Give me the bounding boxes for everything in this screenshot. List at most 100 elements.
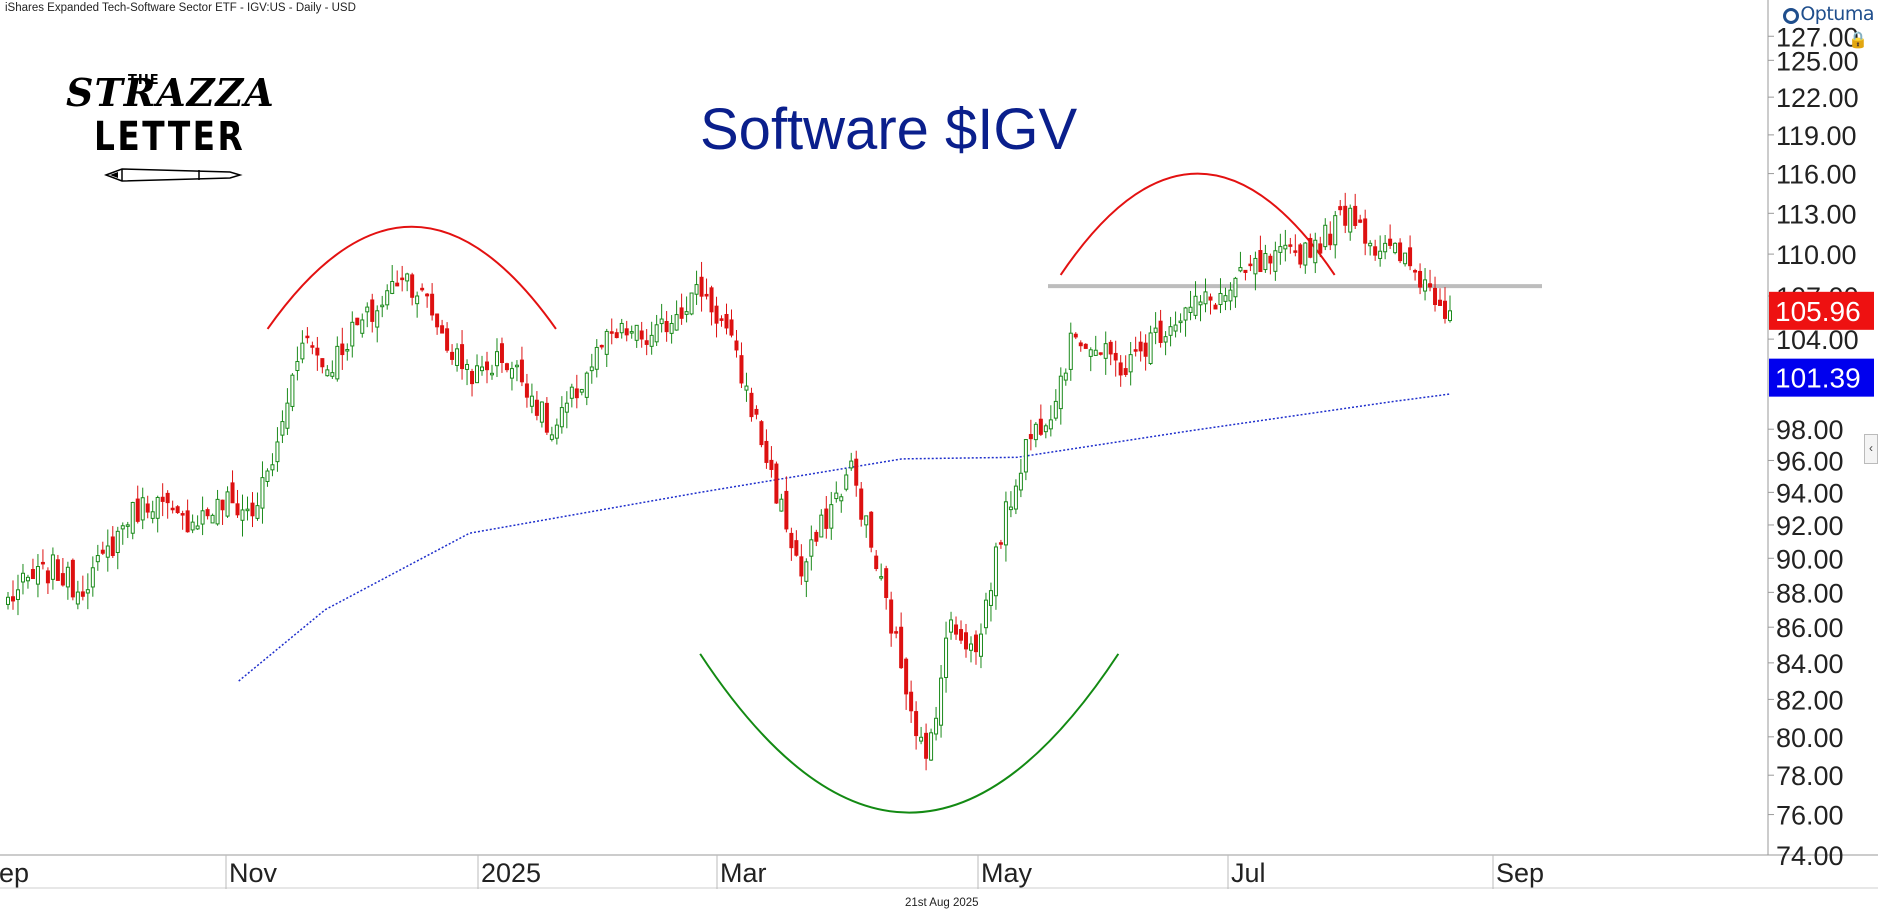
- candle: [1363, 209, 1368, 256]
- candle-body: [375, 310, 380, 328]
- candle: [844, 468, 849, 492]
- chevron-left-icon[interactable]: ‹: [1864, 434, 1878, 464]
- candle: [534, 391, 539, 421]
- candle: [115, 526, 120, 570]
- candle: [330, 360, 335, 379]
- y-tick-label: 127.00: [1776, 22, 1859, 52]
- candle: [40, 549, 45, 570]
- x-tick-label: Nov: [229, 858, 278, 888]
- candle-body: [859, 488, 864, 520]
- candle: [959, 620, 964, 644]
- candle-body: [130, 501, 135, 534]
- x-tick-label: May: [981, 858, 1033, 888]
- candle-body: [1233, 277, 1238, 298]
- candle-body: [335, 345, 340, 380]
- candle: [564, 391, 569, 429]
- candle: [205, 507, 210, 520]
- candle-body: [998, 542, 1003, 545]
- y-axis: 74.00 76.00 78.00 80.00 82.00 84.00 86.00 88.00…: [1768, 22, 1859, 871]
- candle-body: [829, 504, 834, 529]
- candle-body: [315, 347, 320, 356]
- candle: [1118, 355, 1123, 387]
- y-tick-label: 122.00: [1776, 83, 1859, 113]
- candle: [699, 261, 704, 312]
- candle: [589, 353, 594, 384]
- candle: [879, 563, 884, 581]
- candle: [275, 427, 280, 472]
- candle: [1053, 389, 1058, 421]
- candle-body: [1388, 238, 1393, 246]
- candle-body: [569, 386, 574, 399]
- candle-body: [1448, 310, 1452, 322]
- candle-body: [784, 490, 789, 530]
- candle-body: [105, 545, 110, 558]
- candle: [425, 292, 430, 308]
- candle: [664, 311, 669, 342]
- candle-body: [1038, 418, 1043, 435]
- candle: [914, 701, 919, 750]
- fountain-pen-icon: [104, 168, 243, 182]
- candle: [754, 405, 759, 420]
- candle-body: [1083, 343, 1088, 349]
- candle-body: [599, 344, 604, 348]
- candle: [165, 490, 170, 519]
- candle-body: [894, 631, 899, 634]
- candle: [1178, 313, 1183, 333]
- candle: [604, 328, 609, 367]
- candle: [849, 452, 854, 471]
- candle: [195, 515, 200, 530]
- candle-body: [824, 508, 829, 529]
- candle: [1013, 479, 1018, 515]
- candle-body: [1253, 257, 1258, 275]
- candle: [260, 461, 265, 524]
- candle-body: [1393, 242, 1398, 254]
- y-tick-label: 80.00: [1776, 723, 1844, 753]
- candle-body: [554, 424, 559, 439]
- candle: [440, 319, 445, 334]
- candle: [265, 468, 270, 487]
- candle: [185, 499, 190, 533]
- candle: [964, 623, 969, 658]
- candle-body: [1173, 324, 1178, 332]
- candle-body: [1183, 307, 1188, 321]
- candle-body: [460, 344, 465, 370]
- y-tick-label: 96.00: [1776, 446, 1844, 476]
- badge-box: [1769, 291, 1874, 330]
- candle: [1183, 306, 1188, 337]
- candle-body: [245, 508, 250, 512]
- y-tick-label: 119.00: [1776, 121, 1857, 151]
- candle: [1343, 192, 1348, 234]
- lock-icon[interactable]: 🔒: [1848, 32, 1868, 49]
- candle-body: [205, 509, 210, 517]
- candle-body: [1168, 326, 1173, 336]
- candle: [559, 396, 564, 434]
- candle-body: [410, 274, 415, 298]
- candle-body: [1318, 243, 1323, 254]
- candle: [889, 591, 894, 647]
- candle: [285, 388, 290, 435]
- candle: [1228, 282, 1233, 311]
- candle-body: [914, 711, 919, 737]
- candle-body: [1143, 342, 1148, 357]
- candle: [714, 296, 719, 338]
- candle-body: [694, 284, 699, 295]
- candle-body: [430, 293, 435, 316]
- candle: [993, 542, 998, 610]
- candle: [489, 364, 494, 380]
- top-arc: [266, 226, 557, 330]
- candle-body: [669, 322, 674, 334]
- candle: [1418, 263, 1423, 295]
- candle-body: [215, 498, 220, 525]
- candle-body: [355, 317, 360, 326]
- candle-body: [125, 524, 130, 527]
- candle: [609, 318, 614, 345]
- candle: [864, 515, 869, 538]
- candle: [90, 556, 95, 597]
- x-axis: Sep Nov 2025 Mar May Jul Sep: [0, 855, 1544, 889]
- candle-body: [150, 511, 155, 519]
- candle-body: [325, 369, 330, 377]
- candle: [1288, 237, 1293, 254]
- y-tick-label: 88.00: [1776, 578, 1844, 608]
- candle-body: [993, 546, 998, 597]
